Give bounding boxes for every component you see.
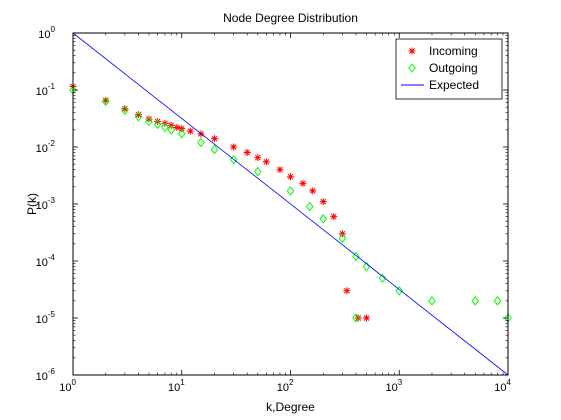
series-outgoing-point xyxy=(471,296,480,306)
x-tick-label: 103 xyxy=(386,378,403,394)
legend-swatch-incoming xyxy=(408,47,416,55)
series-outgoing-point xyxy=(167,125,176,135)
series-incoming-point xyxy=(210,135,218,143)
x-tick-label: 102 xyxy=(277,378,294,394)
series-outgoing-point xyxy=(197,137,205,148)
legend: Incoming Outgoing Expected xyxy=(395,38,503,100)
axes: 100 101 102 103 104 10-6 10-5 10-4 10-3 10-2 10-1 1… xyxy=(36,25,512,394)
y-tick-label: 10-2 xyxy=(36,139,56,155)
x-axis-label: k,Degree xyxy=(266,400,315,414)
series-incoming-point xyxy=(145,115,153,123)
series-outgoing-point xyxy=(153,119,162,130)
series-outgoing-point xyxy=(121,105,129,116)
y-tick-label: 10-4 xyxy=(36,253,56,269)
series-outgoing-point xyxy=(145,116,153,127)
series-expected-line xyxy=(72,32,509,376)
series-incoming-point xyxy=(262,158,270,166)
data-marks xyxy=(69,32,512,376)
series-incoming-point xyxy=(299,179,307,187)
series-incoming-point xyxy=(276,166,284,174)
legend-label-outgoing: Outgoing xyxy=(429,61,478,75)
series-outgoing-point xyxy=(286,186,295,196)
legend-label-incoming: Incoming xyxy=(429,44,478,58)
series-outgoing-point xyxy=(338,233,347,244)
y-axis-label: P(k) xyxy=(25,193,39,215)
legend-swatch-outgoing xyxy=(408,63,416,73)
series-outgoing-point xyxy=(395,286,404,296)
series-incoming-point xyxy=(309,187,317,195)
series-outgoing-point xyxy=(134,111,143,122)
y-tick-label: 100 xyxy=(38,25,55,41)
series-outgoing xyxy=(69,85,512,323)
y-tick-label: 10-5 xyxy=(36,310,56,326)
series-outgoing-point xyxy=(428,296,436,306)
series-incoming-point xyxy=(254,154,262,162)
series-outgoing-point xyxy=(229,154,238,165)
series-incoming-point xyxy=(319,198,327,206)
series-outgoing-point xyxy=(319,213,328,224)
chart-title: Node Degree Distribution xyxy=(223,11,358,25)
y-tick-label: 10-6 xyxy=(36,367,56,383)
series-outgoing-point xyxy=(352,251,360,262)
series-incoming-point xyxy=(243,149,251,157)
series-incoming-point xyxy=(363,314,371,322)
series-outgoing-point xyxy=(177,129,186,139)
series-outgoing-point xyxy=(305,201,314,212)
y-tick-label: 10-1 xyxy=(36,82,56,98)
x-tick-label: 104 xyxy=(494,378,511,394)
series-outgoing-point xyxy=(378,273,387,283)
series-incoming-point xyxy=(354,314,362,322)
series-incoming-point xyxy=(287,173,294,181)
series-outgoing-point xyxy=(210,144,219,155)
series-incoming-point xyxy=(330,213,338,221)
series-incoming-point xyxy=(178,125,186,133)
x-tick-label: 100 xyxy=(59,378,76,394)
series-outgoing-point xyxy=(161,122,169,133)
series-incoming-point xyxy=(173,123,181,131)
series-incoming-point xyxy=(230,143,238,151)
series-incoming-point xyxy=(343,287,351,295)
y-tick-label: 10-3 xyxy=(36,196,56,212)
series-outgoing-point xyxy=(253,166,262,177)
series-outgoing-point xyxy=(101,96,110,107)
series-incoming-point xyxy=(134,111,142,119)
series-incoming-point xyxy=(186,127,194,135)
series-outgoing-point xyxy=(493,296,502,306)
x-tick-label: 101 xyxy=(168,378,185,394)
legend-label-expected: Expected xyxy=(429,78,479,92)
series-outgoing-point xyxy=(352,313,360,323)
